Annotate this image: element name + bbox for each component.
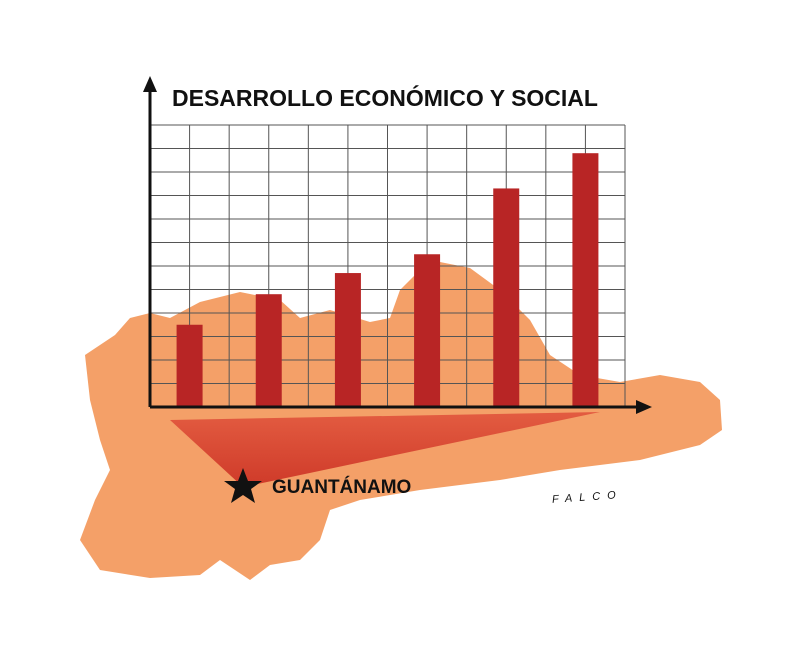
bar — [176, 324, 203, 407]
signature: FALCO — [552, 489, 624, 506]
chart-title: DESARROLLO ECONÓMICO Y SOCIAL — [172, 84, 598, 111]
map-star — [224, 468, 262, 503]
bar — [572, 153, 599, 407]
x-axis-arrow — [636, 400, 652, 414]
bar — [493, 188, 520, 407]
bar — [255, 294, 282, 407]
map-label: GUANTÁNAMO — [272, 476, 411, 498]
highlight-beam — [170, 412, 600, 487]
bar — [334, 273, 361, 407]
bar — [414, 254, 441, 407]
vertical-grid — [143, 76, 652, 414]
y-axis-arrow — [143, 76, 157, 92]
